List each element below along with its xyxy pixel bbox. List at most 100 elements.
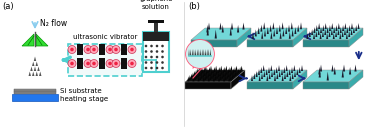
Polygon shape — [206, 25, 209, 33]
Polygon shape — [237, 68, 240, 73]
Polygon shape — [226, 74, 228, 79]
Polygon shape — [281, 69, 283, 75]
Circle shape — [128, 45, 136, 54]
Polygon shape — [220, 75, 222, 80]
Polygon shape — [273, 69, 275, 75]
Polygon shape — [294, 27, 296, 34]
Polygon shape — [291, 22, 293, 29]
Circle shape — [90, 45, 98, 54]
Polygon shape — [322, 25, 324, 31]
Polygon shape — [209, 71, 211, 76]
Polygon shape — [333, 33, 335, 39]
Polygon shape — [338, 23, 340, 29]
Polygon shape — [197, 72, 199, 77]
Bar — [121, 58, 127, 69]
Text: graphene
solution: graphene solution — [139, 0, 173, 10]
Polygon shape — [232, 68, 234, 73]
Text: (a): (a) — [2, 2, 14, 11]
Polygon shape — [279, 25, 281, 32]
Polygon shape — [324, 29, 326, 35]
Polygon shape — [32, 61, 34, 66]
Circle shape — [106, 60, 114, 67]
Polygon shape — [294, 71, 296, 77]
Polygon shape — [280, 32, 282, 39]
Polygon shape — [218, 67, 221, 72]
Polygon shape — [191, 28, 251, 40]
Polygon shape — [247, 82, 293, 89]
Polygon shape — [194, 71, 195, 76]
Polygon shape — [274, 75, 276, 81]
Polygon shape — [203, 67, 205, 72]
Polygon shape — [257, 27, 260, 34]
Polygon shape — [213, 76, 215, 81]
Polygon shape — [286, 71, 288, 77]
Polygon shape — [343, 65, 345, 72]
Polygon shape — [235, 66, 237, 71]
Polygon shape — [327, 27, 328, 33]
Polygon shape — [320, 27, 322, 33]
Polygon shape — [303, 28, 363, 40]
Polygon shape — [242, 23, 245, 29]
Polygon shape — [256, 71, 258, 77]
Polygon shape — [349, 70, 363, 89]
Circle shape — [145, 67, 147, 69]
Polygon shape — [215, 70, 218, 75]
Polygon shape — [208, 72, 209, 77]
Polygon shape — [197, 49, 198, 56]
Bar — [143, 32, 169, 41]
Polygon shape — [291, 29, 294, 36]
Polygon shape — [185, 70, 245, 82]
Polygon shape — [276, 73, 278, 79]
Polygon shape — [234, 67, 236, 72]
Circle shape — [86, 48, 90, 51]
Circle shape — [150, 50, 153, 53]
Polygon shape — [198, 67, 200, 72]
Bar — [68, 44, 142, 76]
Polygon shape — [189, 75, 191, 80]
Polygon shape — [289, 32, 291, 39]
Polygon shape — [192, 49, 193, 56]
Polygon shape — [195, 70, 197, 75]
Polygon shape — [247, 40, 293, 47]
Polygon shape — [192, 76, 194, 81]
Polygon shape — [350, 29, 353, 35]
Circle shape — [112, 45, 120, 54]
Circle shape — [68, 60, 76, 67]
Polygon shape — [293, 28, 307, 47]
Circle shape — [161, 67, 164, 69]
Polygon shape — [211, 74, 213, 79]
Polygon shape — [297, 25, 299, 32]
Polygon shape — [22, 34, 34, 46]
Polygon shape — [251, 75, 253, 81]
Polygon shape — [342, 25, 344, 31]
Circle shape — [156, 61, 158, 64]
Circle shape — [70, 62, 74, 65]
Polygon shape — [219, 71, 221, 76]
Polygon shape — [313, 27, 316, 33]
Polygon shape — [348, 31, 350, 37]
Polygon shape — [32, 72, 34, 76]
Polygon shape — [200, 66, 202, 71]
Polygon shape — [198, 76, 200, 81]
Polygon shape — [221, 70, 223, 75]
Polygon shape — [208, 67, 211, 72]
Polygon shape — [204, 71, 206, 76]
Polygon shape — [204, 75, 206, 80]
Polygon shape — [349, 25, 351, 31]
Polygon shape — [202, 49, 203, 56]
Polygon shape — [191, 40, 237, 47]
Polygon shape — [289, 75, 291, 81]
Circle shape — [156, 67, 158, 69]
Circle shape — [150, 67, 153, 69]
Polygon shape — [293, 65, 295, 71]
Polygon shape — [279, 71, 281, 77]
Polygon shape — [299, 67, 301, 73]
Polygon shape — [222, 68, 224, 73]
Circle shape — [150, 61, 153, 64]
Polygon shape — [253, 73, 255, 79]
Polygon shape — [237, 25, 239, 33]
Circle shape — [84, 45, 92, 54]
Polygon shape — [200, 70, 202, 75]
Polygon shape — [231, 66, 232, 71]
Polygon shape — [215, 29, 217, 39]
